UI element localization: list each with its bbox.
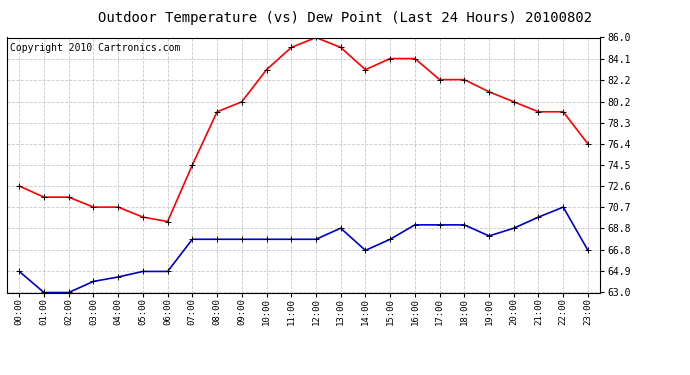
Text: Outdoor Temperature (vs) Dew Point (Last 24 Hours) 20100802: Outdoor Temperature (vs) Dew Point (Last… [98, 11, 592, 25]
Text: Copyright 2010 Cartronics.com: Copyright 2010 Cartronics.com [10, 43, 180, 52]
